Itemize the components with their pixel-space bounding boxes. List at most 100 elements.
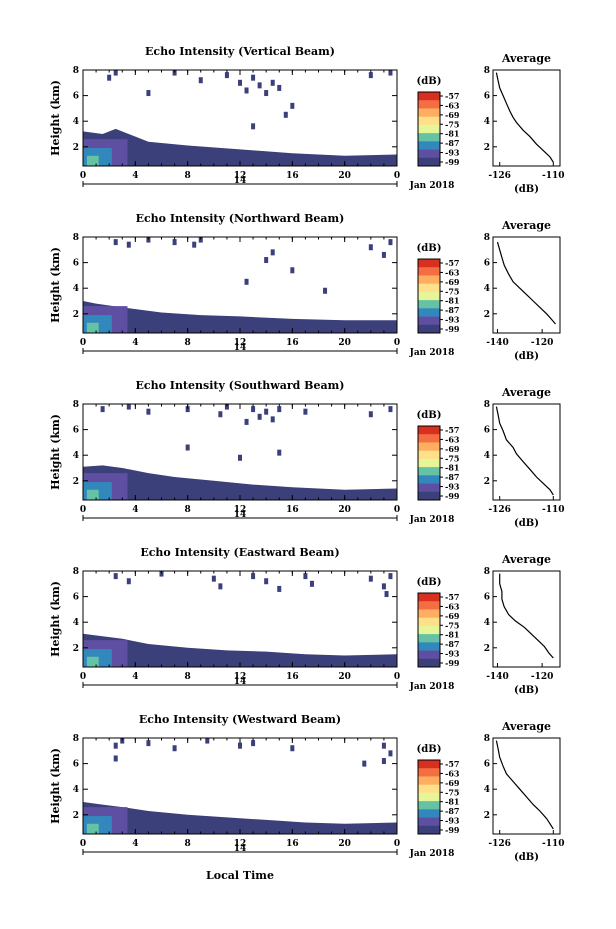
echo-cell — [270, 79, 275, 86]
echo-cell — [192, 241, 197, 248]
date-label: Jan 2018 — [409, 181, 455, 191]
echo-cell — [205, 737, 210, 744]
echo-panel-2: Echo Intensity (Southward Beam) 2 4 6 8 0 4 8 12… — [49, 379, 565, 529]
x-tick-label: 0 — [394, 839, 400, 849]
colorbar-tick-label: -63 — [445, 100, 460, 110]
echo-layer — [83, 802, 397, 834]
echo-cell — [388, 406, 393, 413]
echo-layer — [83, 633, 397, 667]
x-tick-label: 12 — [234, 171, 247, 181]
profile-y-tick-label: 2 — [484, 143, 490, 153]
y-tick-label: 8 — [73, 400, 79, 410]
echo-cell — [381, 742, 386, 749]
colorbar-swatch — [418, 784, 440, 794]
profile-y-tick-label: 6 — [484, 92, 490, 102]
colorbar-swatch — [418, 124, 440, 134]
date-label: Jan 2018 — [409, 515, 455, 525]
colorbar-swatch — [418, 768, 440, 777]
colorbar-tick-label: -93 — [445, 816, 460, 826]
y-axis-label: Height (km) — [49, 414, 62, 490]
echo-cell — [388, 239, 393, 246]
colorbar-unit: (dB) — [417, 577, 442, 588]
colorbar-swatch — [418, 283, 440, 293]
colorbar-tick-label: -87 — [445, 305, 459, 315]
y-tick-label: 6 — [73, 92, 79, 102]
x-tick-label: 20 — [338, 672, 351, 682]
colorbar-swatch — [418, 275, 440, 285]
echo-panel-1: Echo Intensity (Northward Beam) 2 4 6 8 0 4 8 12… — [49, 212, 561, 362]
x-tick-label: 16 — [286, 839, 299, 849]
echo-cell — [107, 74, 112, 81]
y-axis-label: Height (km) — [49, 247, 62, 323]
x-tick-label: 16 — [286, 338, 299, 348]
echo-cell — [277, 585, 282, 592]
panel-title: Echo Intensity (Vertical Beam) — [145, 45, 335, 58]
echo-cell — [368, 411, 373, 418]
profile-y-tick-label: 4 — [484, 785, 490, 795]
colorbar-swatch — [418, 100, 440, 109]
surface-high-echo — [83, 640, 128, 667]
colorbar-tick-label: -75 — [445, 119, 459, 129]
colorbar-swatch — [418, 593, 440, 602]
echo-spot-cell — [86, 656, 99, 667]
y-tick-label: 6 — [73, 593, 79, 603]
echo-spot-cell — [86, 322, 99, 333]
echo-cell — [368, 72, 373, 79]
y-tick-label: 4 — [73, 284, 79, 294]
echo-cell — [146, 740, 151, 747]
profile-x-tick-label: -140 — [486, 672, 509, 682]
echo-cell — [185, 444, 190, 451]
date-tick-label: 14 — [234, 343, 247, 353]
colorbar-swatch — [418, 642, 440, 651]
colorbar-tick-label: -87 — [445, 806, 459, 816]
echo-spot-cell — [86, 823, 99, 834]
x-tick-label: 4 — [132, 338, 138, 348]
colorbar-tick-label: -99 — [445, 157, 460, 167]
colorbar-tick-label: -57 — [445, 425, 459, 435]
colorbar-tick-label: -63 — [445, 601, 460, 611]
echo-cell — [323, 287, 328, 294]
surface-high-echo — [83, 473, 128, 500]
echo-cell — [303, 408, 308, 415]
colorbar-tick-label: -81 — [445, 296, 459, 306]
colorbar-swatch — [418, 625, 440, 635]
profile-line — [496, 241, 556, 325]
echo-cell — [113, 742, 118, 749]
surface-high-echo — [83, 139, 128, 166]
echo-cell — [146, 90, 151, 97]
colorbar-swatch — [418, 617, 440, 627]
y-tick-label: 8 — [73, 66, 79, 76]
profile-line — [495, 740, 554, 830]
echo-cell — [172, 69, 177, 76]
y-tick-label: 2 — [73, 143, 79, 153]
surface-high-echo — [83, 807, 128, 834]
colorbar-swatch — [418, 308, 440, 317]
profile-line — [495, 406, 554, 496]
echo-cell — [159, 570, 164, 577]
echo-cell — [126, 403, 131, 410]
profile-frame — [492, 570, 561, 668]
colorbar-swatch — [418, 141, 440, 150]
x-tick-label: 20 — [338, 171, 351, 181]
y-tick-label: 4 — [73, 618, 79, 628]
echo-cell — [388, 573, 393, 580]
echo-cell — [368, 244, 373, 251]
profile-y-tick-label: 2 — [484, 477, 490, 487]
echo-cell — [290, 267, 295, 274]
echo-cell — [368, 575, 373, 582]
profile-frame — [492, 737, 561, 835]
profile-frame — [492, 236, 561, 334]
y-tick-label: 2 — [73, 477, 79, 487]
profile-x-tick-label: -110 — [542, 171, 565, 181]
colorbar-tick-label: -69 — [445, 277, 460, 287]
echo-cell — [244, 87, 249, 94]
profile-x-tick-label: -140 — [486, 338, 509, 348]
echo-cell — [290, 745, 295, 752]
profile-x-tick-label: -120 — [531, 672, 554, 682]
y-tick-label: 2 — [73, 811, 79, 821]
colorbar-tick-label: -99 — [445, 658, 460, 668]
colorbar-swatch — [418, 475, 440, 484]
